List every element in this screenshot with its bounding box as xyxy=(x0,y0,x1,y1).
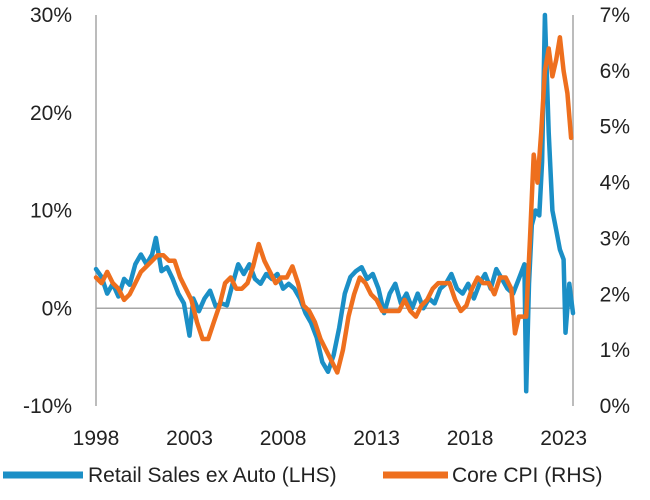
plot-area xyxy=(93,12,576,406)
left-tick-label: 0% xyxy=(42,297,72,320)
x-tick-label: 1998 xyxy=(73,427,120,450)
left-tick-label: 30% xyxy=(30,4,72,27)
right-tick-label: 3% xyxy=(600,227,630,250)
x-tick-label: 2023 xyxy=(540,427,587,450)
x-tick-label: 2018 xyxy=(447,427,494,450)
right-tick-label: 6% xyxy=(600,60,630,83)
left-tick-label: -10% xyxy=(23,395,72,418)
legend-label-retail-sales: Retail Sales ex Auto (LHS) xyxy=(88,464,337,487)
series-layer xyxy=(93,12,576,394)
legend: Retail Sales ex Auto (LHS) Core CPI (RHS… xyxy=(3,464,603,487)
left-axis-ticks: -10% 0% 10% 20% 30% xyxy=(23,4,72,418)
series-line-core-cpi xyxy=(93,35,574,375)
left-tick-label: 10% xyxy=(30,200,72,223)
x-tick-label: 2013 xyxy=(353,427,400,450)
right-tick-label: 2% xyxy=(600,283,630,306)
series-line-retail-sales xyxy=(93,12,576,394)
right-tick-label: 0% xyxy=(600,395,630,418)
x-tick-label: 2003 xyxy=(166,427,213,450)
x-axis-ticks: 1998 2003 2008 2013 2018 2023 xyxy=(73,427,587,450)
right-tick-label: 1% xyxy=(600,339,630,362)
x-tick-label: 2008 xyxy=(260,427,307,450)
right-axis-ticks: 0% 1% 2% 3% 4% 5% 6% 7% xyxy=(600,4,630,418)
right-tick-label: 5% xyxy=(600,116,630,139)
left-tick-label: 20% xyxy=(30,102,72,125)
right-tick-label: 4% xyxy=(600,172,630,195)
right-tick-label: 7% xyxy=(600,4,630,27)
legend-label-core-cpi: Core CPI (RHS) xyxy=(452,464,603,487)
